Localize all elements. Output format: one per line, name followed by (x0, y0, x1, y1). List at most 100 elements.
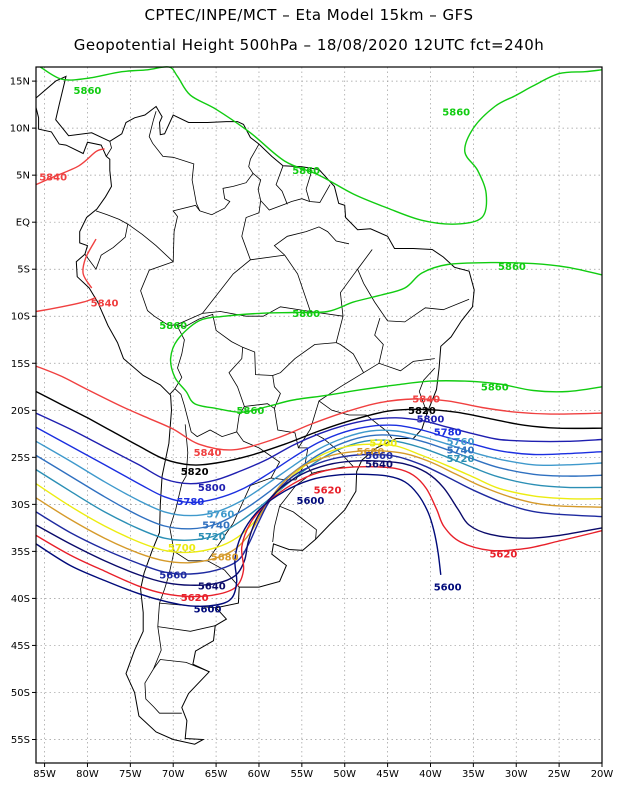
political-border (378, 358, 435, 372)
contour-line-5860 (39, 66, 603, 225)
lat-tick-label: 15N (10, 77, 30, 88)
contour-label: 5840 (39, 173, 67, 184)
contour-label: 5680 (211, 553, 239, 564)
lon-tick-label: 65W (205, 769, 228, 780)
contour-label: 5860 (442, 108, 470, 119)
geopotential-contours (35, 66, 603, 607)
contour-label: 5840 (194, 448, 222, 459)
lat-tick-label: 55S (11, 735, 30, 746)
lon-tick-label: 75W (119, 769, 142, 780)
political-border (153, 659, 210, 673)
lon-tick-label: 30W (505, 769, 528, 780)
contour-line-5780 (35, 424, 603, 504)
contour-label: 5860 (481, 382, 509, 393)
contour-label: 5640 (365, 459, 393, 470)
contour-label: 5680 (357, 447, 385, 458)
political-border (272, 268, 358, 376)
contour-label: 5860 (498, 262, 526, 273)
contour-label: 5600 (434, 583, 462, 594)
lat-tick-label: 30S (11, 500, 30, 511)
political-border (252, 172, 331, 211)
lat-tick-label: EQ (16, 218, 30, 229)
contour-label: 5620 (489, 550, 517, 561)
lon-tick-label: 85W (33, 769, 56, 780)
contour-line-5720 (35, 439, 603, 541)
contour-label: 5600 (194, 604, 222, 615)
lat-tick-label: 5S (17, 265, 30, 276)
contour-line-5840 (35, 296, 97, 313)
contour-label: 5800 (198, 483, 226, 494)
contour-label: 5860 (236, 406, 264, 417)
lat-tick-label: 20S (11, 406, 30, 417)
contour-label: 5760 (447, 437, 475, 448)
contour-label: 5860 (159, 321, 187, 332)
lat-tick-label: 35S (11, 547, 30, 558)
political-border (357, 249, 470, 323)
contour-label: 5660 (159, 570, 187, 581)
political-border (148, 111, 201, 212)
contour-label: 5720 (198, 532, 226, 543)
coastlines-and-borders (35, 75, 475, 745)
contour-line-5660 (35, 453, 603, 575)
contour-label: 5740 (202, 521, 230, 532)
chart-title-line-1: CPTEC/INPE/MCT – Eta Model 15km – GFS (144, 6, 474, 24)
contour-label: 5860 (292, 166, 320, 177)
political-border (418, 367, 436, 414)
political-border (144, 424, 189, 714)
lon-tick-label: 45W (376, 769, 399, 780)
lon-tick-label: 55W (291, 769, 314, 780)
contour-label: 5780 (176, 497, 204, 508)
political-border (241, 200, 262, 260)
lon-tick-label: 50W (333, 769, 356, 780)
contour-label: 5740 (447, 445, 475, 456)
contour-line-5860 (169, 261, 603, 413)
contour-line-5820 (35, 390, 603, 466)
contour-label: 5700 (168, 543, 196, 554)
map-frame (35, 66, 603, 764)
political-border (275, 165, 288, 205)
lon-tick-label: 80W (76, 769, 99, 780)
contour-label: 5840 (91, 299, 119, 310)
contour-label: 5800 (417, 414, 445, 425)
contour-line-5740 (35, 434, 603, 530)
contour-line-5800 (35, 412, 603, 485)
contour-line-5620 (35, 465, 603, 598)
lon-tick-label: 60W (248, 769, 271, 780)
political-border (272, 506, 280, 543)
political-border (105, 141, 112, 157)
political-border (202, 254, 285, 314)
lon-tick-label: 25W (548, 769, 571, 780)
contour-line-5680 (35, 449, 603, 564)
lat-tick-label: 50S (11, 688, 30, 699)
contour-label: 5820 (408, 406, 436, 417)
political-border (174, 313, 281, 438)
coastline (35, 107, 107, 157)
political-border (336, 342, 364, 373)
contour-label: 5860 (292, 309, 320, 320)
contour-label: 5620 (181, 593, 209, 604)
contour-line-5640 (35, 459, 603, 586)
political-border (199, 143, 260, 216)
lon-tick-label: 70W (162, 769, 185, 780)
political-border (236, 408, 309, 481)
lon-tick-label: 40W (419, 769, 442, 780)
contour-line-5600 (35, 473, 442, 607)
contour-label: 5820 (181, 467, 209, 478)
contour-line-5840 (35, 365, 603, 451)
political-border (273, 226, 350, 312)
political-border (363, 317, 384, 374)
contour-line-5760 (35, 429, 603, 517)
contour-line-5840 (82, 238, 97, 289)
political-border (314, 433, 354, 467)
contour-label: 5840 (412, 395, 440, 406)
contour-line-5840 (35, 148, 105, 186)
lat-tick-label: 5N (16, 171, 30, 182)
contour-labels: 5860 5860 5860 5860 5860 5860 5860 5860 5840 5840… (39, 86, 526, 615)
contour-label: 5780 (434, 427, 462, 438)
political-border (176, 306, 344, 326)
contour-label: 5600 (297, 496, 325, 507)
lat-tick-label: 40S (11, 594, 30, 605)
contour-label: 5620 (314, 486, 342, 497)
lat-tick-label: 25S (11, 453, 30, 464)
